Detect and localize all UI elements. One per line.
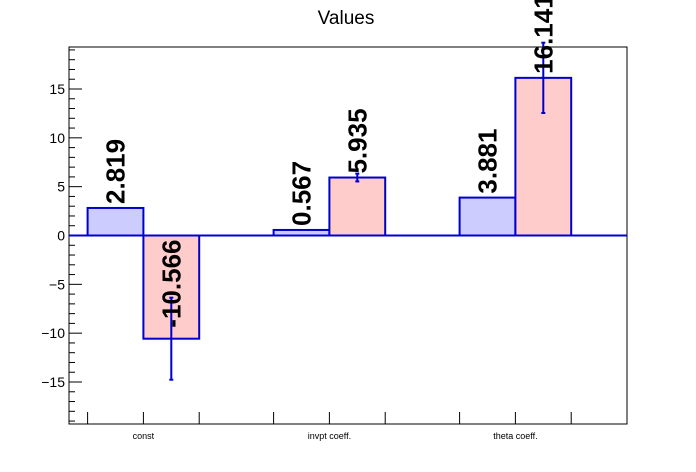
- data-label: -10.566: [156, 240, 186, 328]
- x-category-label: const: [133, 431, 155, 441]
- data-label: 0.567: [287, 161, 317, 226]
- data-label: 16.141: [528, 0, 558, 74]
- y-tick-label: 0: [57, 228, 65, 244]
- y-tick-label: 10: [49, 130, 65, 146]
- y-tick-label: 5: [57, 179, 65, 195]
- data-label: 2.819: [101, 139, 131, 204]
- data-label: 5.935: [342, 108, 372, 173]
- y-tick-label: 15: [49, 81, 65, 97]
- bar: [458, 196, 517, 237]
- bar: [86, 206, 145, 237]
- y-tick-label: −10: [41, 325, 65, 341]
- x-category-label: theta coeff.: [493, 431, 537, 441]
- x-category-label: invpt coeff.: [308, 431, 351, 441]
- bar: [328, 176, 387, 237]
- data-label: 3.881: [473, 129, 503, 194]
- chart-title: Values: [318, 8, 375, 29]
- y-tick-label: −15: [41, 374, 65, 390]
- y-tick-label: −5: [49, 276, 65, 292]
